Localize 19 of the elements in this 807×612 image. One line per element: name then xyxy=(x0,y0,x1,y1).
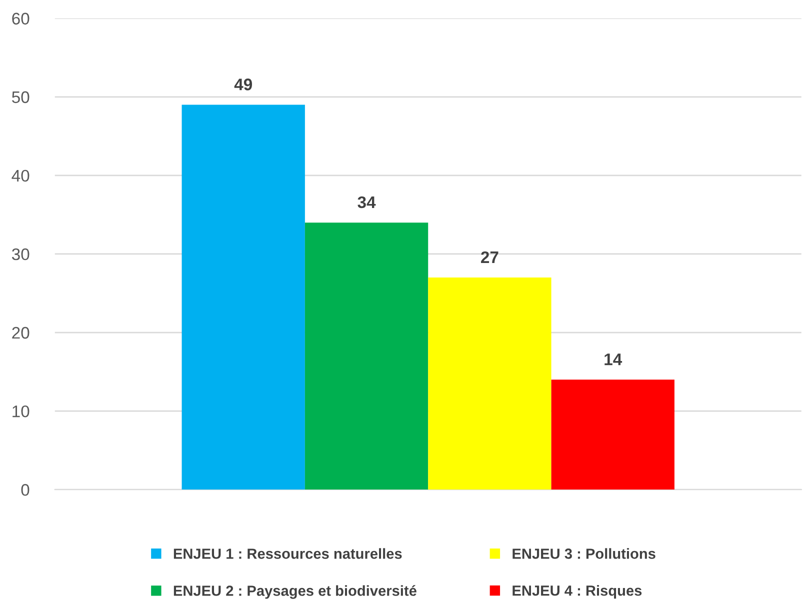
legend-label: ENJEU 4 : Risques xyxy=(512,585,642,599)
data-label: 34 xyxy=(358,196,376,208)
y-tick-label: 0 xyxy=(21,484,30,496)
legend-label: ENJEU 1 : Ressources naturelles xyxy=(174,548,402,559)
data-label: 14 xyxy=(604,354,622,366)
y-tick-label: 50 xyxy=(12,91,30,104)
bar xyxy=(428,278,552,490)
y-tick-label: 60 xyxy=(12,12,30,25)
bar xyxy=(551,380,674,490)
legend-label: ENJEU 2 : Paysages et biodiversité xyxy=(174,585,416,599)
y-tick-label: 40 xyxy=(12,170,30,182)
y-tick-label: 20 xyxy=(12,326,30,339)
bar xyxy=(304,222,428,490)
data-label: 27 xyxy=(481,251,498,263)
legend-label: ENJEU 3 : Pollutions xyxy=(512,548,656,559)
y-tick-label: 10 xyxy=(12,405,30,418)
bar xyxy=(182,104,305,490)
data-label: 49 xyxy=(234,78,252,90)
y-tick-label: 30 xyxy=(12,248,30,260)
